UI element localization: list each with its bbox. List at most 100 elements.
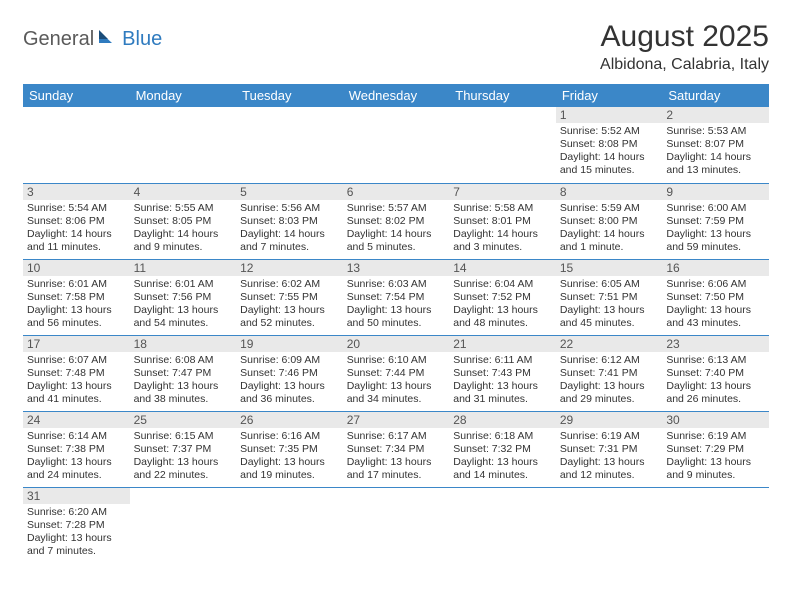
day-header: Monday	[130, 84, 237, 107]
day-text: Sunrise: 6:04 AMSunset: 7:52 PMDaylight:…	[449, 276, 556, 334]
day-cell: 31Sunrise: 6:20 AMSunset: 7:28 PMDayligh…	[23, 487, 130, 563]
day-cell: 23Sunrise: 6:13 AMSunset: 7:40 PMDayligh…	[662, 335, 769, 411]
day-number: 27	[343, 412, 450, 428]
day-cell: 22Sunrise: 6:12 AMSunset: 7:41 PMDayligh…	[556, 335, 663, 411]
day-header: Wednesday	[343, 84, 450, 107]
day-number: 22	[556, 336, 663, 352]
day-number: 13	[343, 260, 450, 276]
day-cell: 24Sunrise: 6:14 AMSunset: 7:38 PMDayligh…	[23, 411, 130, 487]
day-cell: 10Sunrise: 6:01 AMSunset: 7:58 PMDayligh…	[23, 259, 130, 335]
day-cell: 18Sunrise: 6:08 AMSunset: 7:47 PMDayligh…	[130, 335, 237, 411]
day-cell: 17Sunrise: 6:07 AMSunset: 7:48 PMDayligh…	[23, 335, 130, 411]
day-text: Sunrise: 6:19 AMSunset: 7:31 PMDaylight:…	[556, 428, 663, 486]
day-text: Sunrise: 6:00 AMSunset: 7:59 PMDaylight:…	[662, 200, 769, 258]
week-row: 10Sunrise: 6:01 AMSunset: 7:58 PMDayligh…	[23, 259, 769, 335]
day-cell: 26Sunrise: 6:16 AMSunset: 7:35 PMDayligh…	[236, 411, 343, 487]
logo: General Blue	[23, 20, 162, 51]
header: General Blue August 2025 Albidona, Calab…	[23, 20, 769, 74]
day-cell	[236, 487, 343, 563]
week-row: 31Sunrise: 6:20 AMSunset: 7:28 PMDayligh…	[23, 487, 769, 563]
day-text: Sunrise: 5:55 AMSunset: 8:05 PMDaylight:…	[130, 200, 237, 258]
day-number: 5	[236, 184, 343, 200]
week-row: 1Sunrise: 5:52 AMSunset: 8:08 PMDaylight…	[23, 107, 769, 183]
week-row: 24Sunrise: 6:14 AMSunset: 7:38 PMDayligh…	[23, 411, 769, 487]
day-number: 3	[23, 184, 130, 200]
logo-text-general: General	[23, 28, 94, 51]
day-number: 28	[449, 412, 556, 428]
day-text: Sunrise: 6:20 AMSunset: 7:28 PMDaylight:…	[23, 504, 130, 562]
day-cell: 11Sunrise: 6:01 AMSunset: 7:56 PMDayligh…	[130, 259, 237, 335]
day-text: Sunrise: 5:52 AMSunset: 8:08 PMDaylight:…	[556, 123, 663, 181]
day-header: Friday	[556, 84, 663, 107]
week-row: 3Sunrise: 5:54 AMSunset: 8:06 PMDaylight…	[23, 183, 769, 259]
day-number: 29	[556, 412, 663, 428]
day-number: 18	[130, 336, 237, 352]
day-number: 20	[343, 336, 450, 352]
location-label: Albidona, Calabria, Italy	[600, 56, 769, 74]
day-text: Sunrise: 6:05 AMSunset: 7:51 PMDaylight:…	[556, 276, 663, 334]
day-text: Sunrise: 6:08 AMSunset: 7:47 PMDaylight:…	[130, 352, 237, 410]
day-cell: 28Sunrise: 6:18 AMSunset: 7:32 PMDayligh…	[449, 411, 556, 487]
day-cell	[130, 107, 237, 183]
page-title: August 2025	[600, 20, 769, 54]
day-text: Sunrise: 6:14 AMSunset: 7:38 PMDaylight:…	[23, 428, 130, 486]
day-text: Sunrise: 5:59 AMSunset: 8:00 PMDaylight:…	[556, 200, 663, 258]
day-number: 8	[556, 184, 663, 200]
day-number: 1	[556, 107, 663, 123]
day-cell: 7Sunrise: 5:58 AMSunset: 8:01 PMDaylight…	[449, 183, 556, 259]
day-cell: 16Sunrise: 6:06 AMSunset: 7:50 PMDayligh…	[662, 259, 769, 335]
day-text: Sunrise: 6:11 AMSunset: 7:43 PMDaylight:…	[449, 352, 556, 410]
day-text: Sunrise: 5:54 AMSunset: 8:06 PMDaylight:…	[23, 200, 130, 258]
day-cell	[236, 107, 343, 183]
day-cell	[130, 487, 237, 563]
day-number: 2	[662, 107, 769, 123]
day-number: 19	[236, 336, 343, 352]
day-number: 23	[662, 336, 769, 352]
day-cell: 5Sunrise: 5:56 AMSunset: 8:03 PMDaylight…	[236, 183, 343, 259]
day-text: Sunrise: 6:02 AMSunset: 7:55 PMDaylight:…	[236, 276, 343, 334]
day-text: Sunrise: 6:18 AMSunset: 7:32 PMDaylight:…	[449, 428, 556, 486]
title-block: August 2025 Albidona, Calabria, Italy	[600, 20, 769, 74]
day-cell: 14Sunrise: 6:04 AMSunset: 7:52 PMDayligh…	[449, 259, 556, 335]
day-cell: 2Sunrise: 5:53 AMSunset: 8:07 PMDaylight…	[662, 107, 769, 183]
day-text: Sunrise: 5:58 AMSunset: 8:01 PMDaylight:…	[449, 200, 556, 258]
day-cell: 20Sunrise: 6:10 AMSunset: 7:44 PMDayligh…	[343, 335, 450, 411]
logo-text-blue: Blue	[122, 28, 162, 51]
day-cell: 19Sunrise: 6:09 AMSunset: 7:46 PMDayligh…	[236, 335, 343, 411]
day-cell: 29Sunrise: 6:19 AMSunset: 7:31 PMDayligh…	[556, 411, 663, 487]
flag-icon	[98, 28, 120, 51]
day-number: 9	[662, 184, 769, 200]
day-text: Sunrise: 6:03 AMSunset: 7:54 PMDaylight:…	[343, 276, 450, 334]
day-text: Sunrise: 6:07 AMSunset: 7:48 PMDaylight:…	[23, 352, 130, 410]
day-text: Sunrise: 5:53 AMSunset: 8:07 PMDaylight:…	[662, 123, 769, 181]
day-text: Sunrise: 5:57 AMSunset: 8:02 PMDaylight:…	[343, 200, 450, 258]
day-text: Sunrise: 5:56 AMSunset: 8:03 PMDaylight:…	[236, 200, 343, 258]
day-header: Sunday	[23, 84, 130, 107]
day-number: 15	[556, 260, 663, 276]
day-number: 24	[23, 412, 130, 428]
day-number: 30	[662, 412, 769, 428]
day-text: Sunrise: 6:06 AMSunset: 7:50 PMDaylight:…	[662, 276, 769, 334]
day-cell: 3Sunrise: 5:54 AMSunset: 8:06 PMDaylight…	[23, 183, 130, 259]
day-number: 11	[130, 260, 237, 276]
day-cell: 25Sunrise: 6:15 AMSunset: 7:37 PMDayligh…	[130, 411, 237, 487]
day-text: Sunrise: 6:10 AMSunset: 7:44 PMDaylight:…	[343, 352, 450, 410]
day-cell	[23, 107, 130, 183]
day-number: 16	[662, 260, 769, 276]
day-text: Sunrise: 6:09 AMSunset: 7:46 PMDaylight:…	[236, 352, 343, 410]
day-cell: 21Sunrise: 6:11 AMSunset: 7:43 PMDayligh…	[449, 335, 556, 411]
day-cell: 9Sunrise: 6:00 AMSunset: 7:59 PMDaylight…	[662, 183, 769, 259]
day-number: 12	[236, 260, 343, 276]
day-text: Sunrise: 6:13 AMSunset: 7:40 PMDaylight:…	[662, 352, 769, 410]
day-text: Sunrise: 6:15 AMSunset: 7:37 PMDaylight:…	[130, 428, 237, 486]
day-number: 14	[449, 260, 556, 276]
day-header-row: SundayMondayTuesdayWednesdayThursdayFrid…	[23, 84, 769, 107]
day-cell: 15Sunrise: 6:05 AMSunset: 7:51 PMDayligh…	[556, 259, 663, 335]
day-number: 17	[23, 336, 130, 352]
day-cell: 8Sunrise: 5:59 AMSunset: 8:00 PMDaylight…	[556, 183, 663, 259]
day-text: Sunrise: 6:16 AMSunset: 7:35 PMDaylight:…	[236, 428, 343, 486]
day-cell: 4Sunrise: 5:55 AMSunset: 8:05 PMDaylight…	[130, 183, 237, 259]
day-cell: 30Sunrise: 6:19 AMSunset: 7:29 PMDayligh…	[662, 411, 769, 487]
day-cell: 12Sunrise: 6:02 AMSunset: 7:55 PMDayligh…	[236, 259, 343, 335]
day-text: Sunrise: 6:19 AMSunset: 7:29 PMDaylight:…	[662, 428, 769, 486]
